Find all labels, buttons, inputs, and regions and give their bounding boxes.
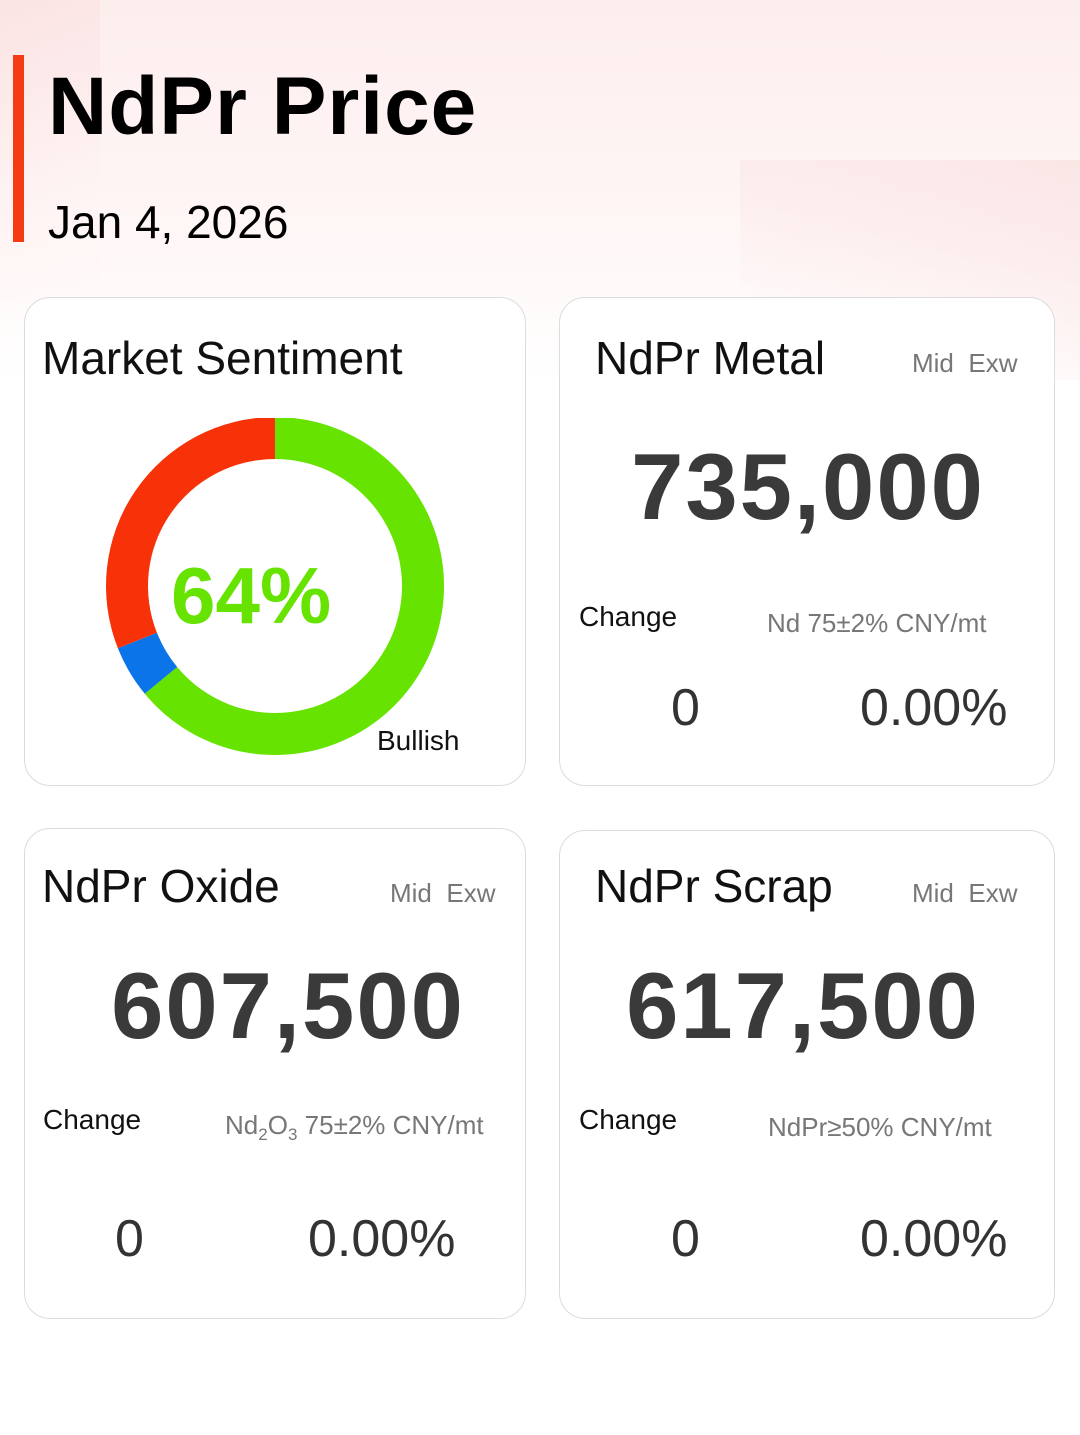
spec-subscript: 3 bbox=[287, 1125, 298, 1145]
price-basis: Mid Exw bbox=[390, 878, 495, 909]
spec-subscript: 2 bbox=[258, 1125, 268, 1145]
sentiment-donut-chart bbox=[106, 418, 444, 755]
exw-label: Exw bbox=[968, 348, 1018, 378]
change-absolute: 0 bbox=[671, 679, 700, 737]
price-basis: Mid Exw bbox=[912, 878, 1017, 909]
change-label: Change bbox=[579, 601, 678, 632]
ndpr-oxide-card: NdPr Oxide Mid Exw 607,500 Change Nd2O3 … bbox=[24, 828, 526, 1319]
card-title: NdPr Oxide bbox=[42, 860, 280, 912]
spec-text: O bbox=[267, 1110, 288, 1140]
exw-label: Exw bbox=[446, 878, 496, 908]
ndpr-metal-card: NdPr Metal Mid Exw 735,000 Change Nd 75±… bbox=[559, 297, 1055, 786]
card-title: NdPr Scrap bbox=[595, 860, 833, 912]
spec-label: NdPr≥50% CNY/mt bbox=[768, 1112, 992, 1142]
exw-label: Exw bbox=[968, 878, 1018, 908]
donut-slice-bullish bbox=[144, 418, 444, 755]
card-title: Market Sentiment bbox=[42, 332, 403, 384]
change-label: Change bbox=[43, 1104, 142, 1135]
spec-text: 75±2% CNY/mt bbox=[297, 1110, 484, 1140]
change-absolute: 0 bbox=[115, 1210, 144, 1268]
spec-text: Nd bbox=[225, 1110, 259, 1140]
donut-slice-neutral bbox=[117, 632, 178, 694]
page-date: Jan 4, 2026 bbox=[48, 196, 289, 248]
sentiment-percent: 64% bbox=[171, 551, 332, 640]
spec-label: Nd2O3 75±2% CNY/mt bbox=[225, 1110, 484, 1145]
donut-slice-bearish bbox=[106, 418, 275, 649]
change-percent: 0.00% bbox=[860, 679, 1008, 737]
mid-label: Mid bbox=[912, 878, 954, 908]
price-basis: Mid Exw bbox=[912, 348, 1017, 379]
change-percent: 0.00% bbox=[860, 1210, 1008, 1268]
market-sentiment-card: Market Sentiment 64% Bullish bbox=[24, 297, 526, 786]
spec-label: Nd 75±2% CNY/mt bbox=[767, 608, 987, 638]
price-value: 735,000 bbox=[631, 434, 985, 539]
price-value: 607,500 bbox=[111, 953, 465, 1058]
ndpr-scrap-card: NdPr Scrap Mid Exw 617,500 Change NdPr≥5… bbox=[559, 830, 1055, 1319]
card-title: NdPr Metal bbox=[595, 332, 826, 384]
accent-bar bbox=[13, 55, 24, 242]
change-label: Change bbox=[579, 1104, 678, 1135]
sentiment-legend-label: Bullish bbox=[377, 725, 460, 756]
mid-label: Mid bbox=[912, 348, 954, 378]
change-percent: 0.00% bbox=[308, 1210, 456, 1268]
mid-label: Mid bbox=[390, 878, 432, 908]
change-absolute: 0 bbox=[671, 1210, 700, 1268]
page-title: NdPr Price bbox=[48, 61, 478, 152]
price-value: 617,500 bbox=[626, 953, 980, 1058]
